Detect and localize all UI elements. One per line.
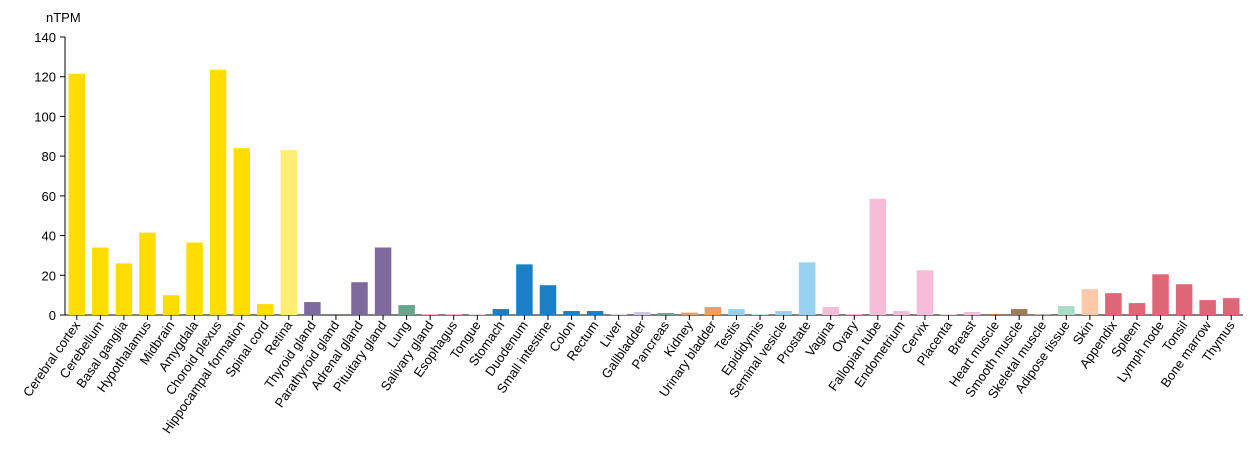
y-tick-label: 100 bbox=[34, 109, 56, 124]
bar bbox=[1175, 284, 1193, 315]
bar bbox=[822, 307, 839, 315]
bar bbox=[940, 314, 957, 315]
bar bbox=[209, 69, 227, 315]
bar bbox=[987, 314, 1004, 315]
bar bbox=[421, 314, 439, 315]
bar bbox=[492, 309, 510, 315]
bar bbox=[798, 262, 816, 315]
bar bbox=[115, 263, 133, 315]
bar bbox=[351, 282, 368, 315]
bar bbox=[869, 198, 887, 315]
y-tick-label: 120 bbox=[34, 70, 56, 85]
bar bbox=[963, 312, 981, 315]
bar bbox=[280, 150, 298, 315]
bar bbox=[751, 314, 769, 315]
bar bbox=[92, 247, 109, 315]
bar bbox=[1034, 314, 1051, 315]
bar bbox=[1105, 293, 1122, 315]
bar bbox=[445, 314, 462, 315]
y-tick-label: 40 bbox=[42, 229, 56, 244]
y-tick-label: 140 bbox=[34, 30, 56, 45]
bar bbox=[516, 264, 533, 315]
bar bbox=[1128, 303, 1146, 315]
bar bbox=[233, 148, 250, 315]
y-tick-label: 0 bbox=[49, 308, 56, 323]
bar bbox=[1081, 289, 1099, 315]
bar bbox=[68, 73, 86, 315]
bar bbox=[1222, 298, 1240, 315]
bar bbox=[139, 232, 156, 315]
bar bbox=[846, 314, 863, 315]
bar bbox=[916, 270, 934, 315]
y-axis-label: nTPM bbox=[46, 10, 81, 25]
bar bbox=[1199, 300, 1216, 315]
bar bbox=[398, 305, 415, 315]
bar bbox=[1010, 309, 1028, 315]
bar bbox=[657, 313, 675, 315]
bar bbox=[681, 312, 698, 315]
bar bbox=[586, 311, 604, 315]
bar bbox=[1152, 274, 1169, 315]
bar bbox=[610, 314, 627, 315]
bar bbox=[539, 285, 557, 315]
y-tick-label: 60 bbox=[42, 189, 56, 204]
bar bbox=[775, 311, 792, 315]
y-tick-label: 80 bbox=[42, 149, 56, 164]
bar bbox=[257, 304, 274, 315]
bar bbox=[162, 295, 180, 315]
bar bbox=[633, 312, 651, 315]
bar bbox=[563, 311, 580, 315]
bar bbox=[374, 247, 392, 315]
y-tick-label: 20 bbox=[42, 268, 56, 283]
bar bbox=[728, 309, 745, 315]
bar bbox=[469, 314, 486, 315]
bar bbox=[1058, 306, 1075, 315]
bar bbox=[704, 307, 722, 315]
bar bbox=[186, 242, 203, 315]
bar bbox=[893, 311, 910, 315]
bar bbox=[304, 302, 321, 315]
